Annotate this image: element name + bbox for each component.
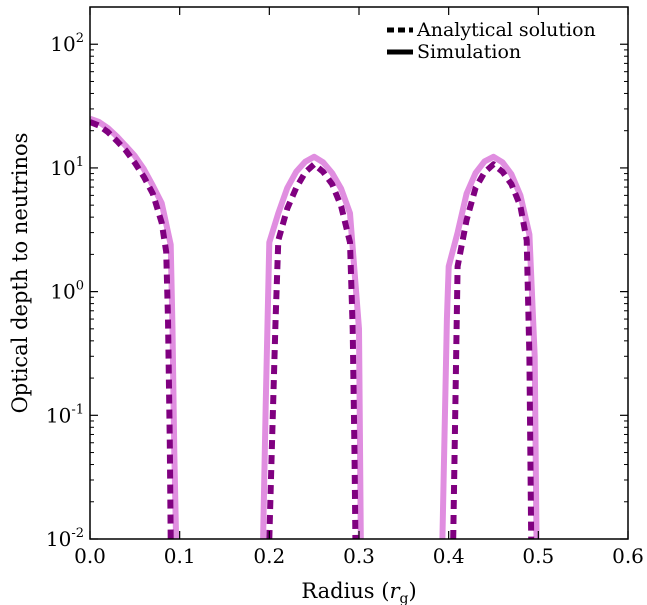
y-tick-label: 100	[50, 279, 84, 304]
x-tick-label: 0.6	[612, 544, 644, 568]
y-tick-label: 101	[50, 155, 84, 180]
series-simulation-segment-2	[260, 153, 364, 539]
y-tick-label: 10-1	[46, 402, 84, 427]
x-tick-label: 0.4	[433, 544, 465, 568]
series-layer	[90, 115, 540, 539]
legend: Analytical solution Simulation	[387, 19, 596, 63]
x-axis-label: Radius (rg)	[301, 579, 416, 605]
y-tick-label: 10-2	[46, 526, 84, 551]
series-simulation-segment-1	[90, 115, 180, 539]
x-tick-label: 0.0	[74, 544, 106, 568]
y-tick-label: 102	[50, 31, 84, 56]
series-analytical-solution-segment-2	[266, 161, 359, 539]
series-simulation-segment-3	[439, 153, 540, 539]
x-tick-label: 0.5	[522, 544, 554, 568]
x-tick-label: 0.3	[343, 544, 375, 568]
x-tick-label: 0.2	[253, 544, 285, 568]
ticks-layer: 0.0 0.1 0.2 0.3 0.4 0.5 0.6 10-2 10-1 100 101 102	[46, 7, 644, 568]
series-analytical-solution-segment-3	[450, 161, 535, 539]
series-analytical-solution-segment-1	[90, 119, 174, 539]
legend-label-simulation: Simulation	[417, 41, 521, 63]
x-tick-label: 0.1	[164, 544, 196, 568]
legend-label-analytical: Analytical solution	[416, 19, 596, 41]
y-axis-label: Optical depth to neutrinos	[8, 133, 32, 414]
